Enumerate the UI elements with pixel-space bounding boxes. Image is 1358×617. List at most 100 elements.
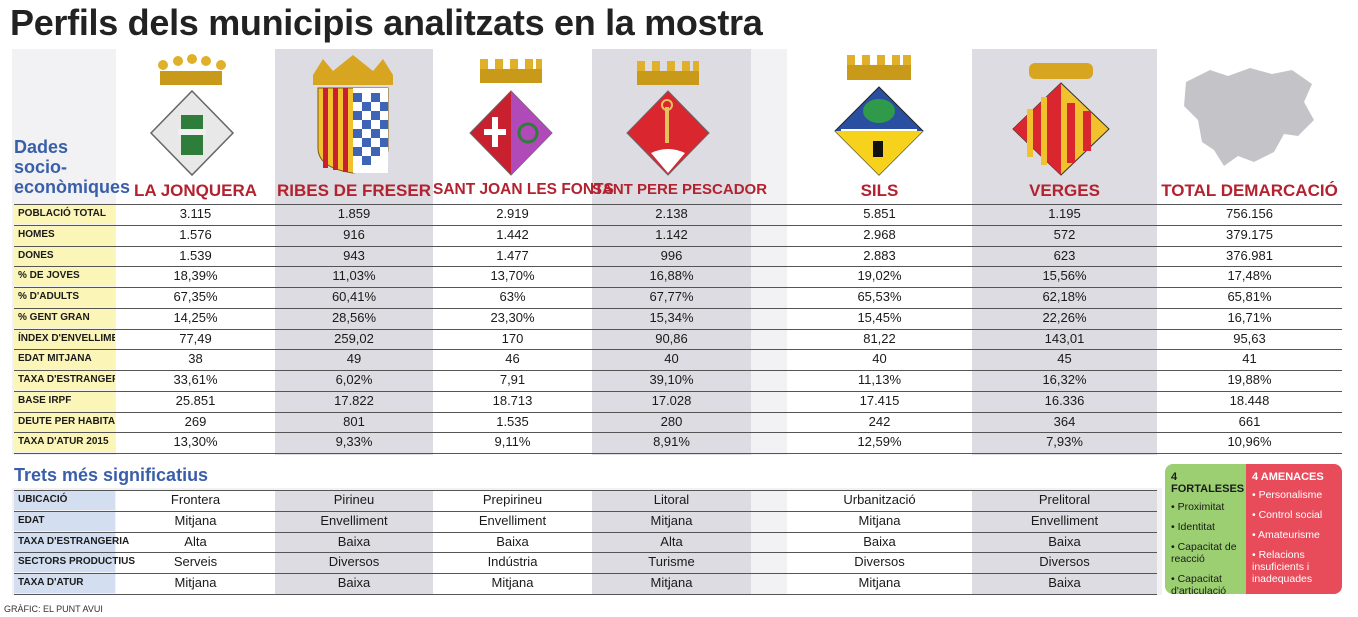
trait-cell: Mitjana xyxy=(858,575,901,590)
table-cell: 259,02 xyxy=(334,331,374,346)
traits-column-bg xyxy=(116,490,275,594)
coat-of-arms-sant-joan-les-fonts xyxy=(469,59,553,176)
graphic-credit: GRÀFIC: EL PUNT AVUI xyxy=(4,604,103,614)
trait-cell: Envelliment xyxy=(1030,513,1099,528)
table-cell: 49 xyxy=(346,351,362,366)
trait-cell: Diversos xyxy=(854,554,905,569)
coat-of-arms-sant-pere-pescador xyxy=(626,61,710,176)
table-cell: 1.539 xyxy=(179,248,212,263)
table-cell: 379.175 xyxy=(1226,227,1273,242)
traits-column-bg xyxy=(592,490,751,594)
trait-label: TAXA D'ATUR xyxy=(14,573,115,593)
trait-cell: Prelitoral xyxy=(1038,492,1091,507)
table-cell: 39,10% xyxy=(649,372,694,387)
row-divider xyxy=(14,552,1157,553)
municipality-name: SANT PERE PESCADOR xyxy=(592,181,768,198)
table-cell: 280 xyxy=(660,414,683,429)
row-label: ÍNDEX D'ENVELLIMENT xyxy=(14,329,115,349)
threats-box: 4 AMENACES • Personalisme • Control soci… xyxy=(1246,464,1342,594)
trait-cell: Baixa xyxy=(863,534,896,549)
table-cell: 95,63 xyxy=(1233,331,1266,346)
row-label: POBLACIÓ TOTAL xyxy=(14,204,115,224)
row-label: DONES xyxy=(14,246,115,266)
table-cell: 16,71% xyxy=(1227,310,1272,325)
table-cell: 376.981 xyxy=(1226,248,1273,263)
table-cell: 16.336 xyxy=(1044,393,1085,408)
table-cell: 40 xyxy=(872,351,887,366)
strength-item: • Capacitat de reacció xyxy=(1171,541,1237,565)
table-cell: 170 xyxy=(501,331,524,346)
table-cell: 943 xyxy=(343,248,365,263)
table-cell: 38 xyxy=(188,351,203,366)
threats-title: 4 AMENACES xyxy=(1252,471,1324,483)
table-cell: 756.156 xyxy=(1226,206,1273,221)
trait-cell: Mitjana xyxy=(491,575,534,590)
table-cell: 9,33% xyxy=(335,434,373,449)
trait-cell: Baixa xyxy=(496,534,529,549)
table-cell: 2.883 xyxy=(863,248,896,263)
trait-cell: Mitjana xyxy=(174,575,217,590)
table-cell: 623 xyxy=(1053,248,1076,263)
table-cell: 13,30% xyxy=(173,434,218,449)
strength-item: • Capacitat d'articulació xyxy=(1171,573,1227,597)
row-divider xyxy=(14,370,1342,371)
row-divider xyxy=(14,349,1342,350)
trait-cell: Baixa xyxy=(1048,575,1081,590)
table-cell: 28,56% xyxy=(331,310,377,325)
municipality-name: VERGES xyxy=(1029,181,1100,200)
trait-cell: Baixa xyxy=(1048,534,1081,549)
strengths-box: 4 FORTALESES • Proximitat • Identitat • … xyxy=(1165,464,1247,597)
strength-item: • Identitat xyxy=(1171,521,1215,533)
row-label: HOMES xyxy=(14,225,115,245)
table-cell: 19,02% xyxy=(857,268,902,283)
row-divider xyxy=(14,573,1157,574)
table-cell: 63% xyxy=(499,289,526,304)
row-divider xyxy=(14,204,1342,205)
trait-label: SECTORS PRODUCTIUS xyxy=(14,552,135,572)
table-cell: 46 xyxy=(505,351,520,366)
trait-cell: Serveis xyxy=(173,554,218,569)
row-divider xyxy=(14,329,1342,330)
trait-cell: Envelliment xyxy=(478,513,547,528)
trait-cell: Urbanització xyxy=(843,492,916,507)
coat-of-arms-ribes-de-freser xyxy=(313,55,393,174)
table-cell: 67,35% xyxy=(173,289,218,304)
table-cell: 3.115 xyxy=(179,206,212,221)
municipality-name: RIBES DE FRESER xyxy=(277,181,431,200)
municipality-name: SILS xyxy=(860,181,899,200)
table-cell: 1.195 xyxy=(1048,206,1081,221)
section-traits-heading: Trets més significatius xyxy=(14,465,209,485)
trait-cell: Envelliment xyxy=(320,513,388,528)
row-divider xyxy=(14,490,1157,491)
trait-cell: Alta xyxy=(184,534,207,549)
traits-column-bg xyxy=(433,490,592,594)
trait-cell: Mitjana xyxy=(650,575,693,590)
trait-cell: Mitjana xyxy=(858,513,901,528)
trait-cell: Baixa xyxy=(337,534,371,549)
table-cell: 8,91% xyxy=(653,434,690,449)
table-cell: 242 xyxy=(868,414,891,429)
table-cell: 7,93% xyxy=(1046,434,1083,449)
trait-cell: Indústria xyxy=(487,554,538,569)
table-cell: 916 xyxy=(343,227,365,242)
table-cell: 6,02% xyxy=(335,372,373,387)
row-divider xyxy=(14,453,1342,454)
map-demarcacio xyxy=(1184,68,1314,166)
row-label: BASE IRPF xyxy=(14,391,115,411)
table-cell: 7,91 xyxy=(499,372,526,387)
trait-cell: Diversos xyxy=(1039,554,1090,569)
table-cell: 23,30% xyxy=(490,310,535,325)
row-divider xyxy=(14,594,1157,595)
row-label: % DE JOVES xyxy=(14,266,115,286)
row-divider xyxy=(14,266,1342,267)
table-cell: 15,45% xyxy=(857,310,902,325)
row-divider xyxy=(14,308,1342,309)
table-cell: 17.822 xyxy=(334,393,374,408)
table-cell: 65,53% xyxy=(857,289,902,304)
coat-of-arms-verges xyxy=(1012,63,1110,176)
table-cell: 17.415 xyxy=(859,393,900,408)
table-cell: 33,61% xyxy=(173,372,218,387)
table-cell: 81,22 xyxy=(863,331,896,346)
table-cell: 2.968 xyxy=(863,227,896,242)
table-cell: 12,59% xyxy=(857,434,902,449)
